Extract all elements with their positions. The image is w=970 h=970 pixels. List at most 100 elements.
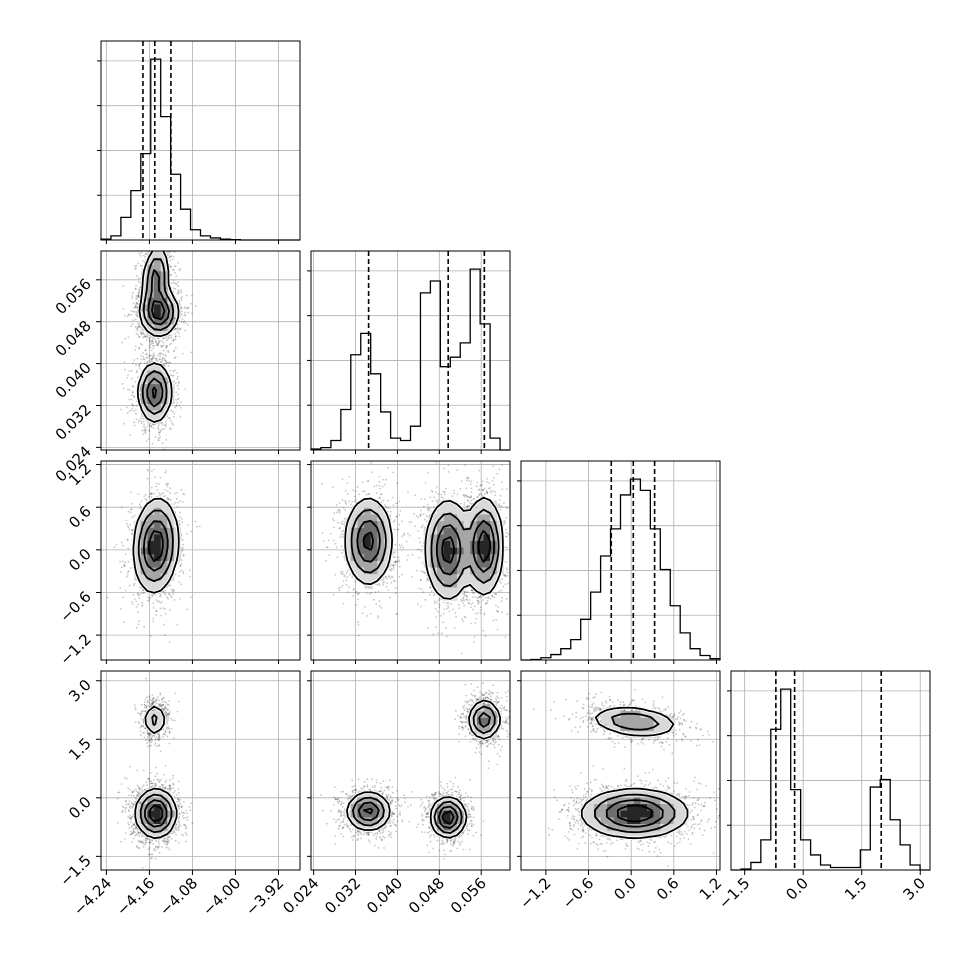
scatter-point — [131, 529, 134, 531]
scatter-point — [179, 565, 182, 568]
scatter-point — [143, 423, 146, 426]
scatter-point — [152, 468, 155, 471]
scatter-point — [347, 569, 349, 572]
density-cell — [160, 390, 168, 398]
scatter-point — [144, 252, 147, 255]
scatter-point — [161, 244, 163, 246]
scatter-point — [180, 563, 183, 565]
scatter-point — [145, 353, 148, 356]
scatter-point — [180, 306, 183, 309]
scatter-point — [370, 471, 373, 474]
scatter-point — [155, 342, 158, 345]
scatter-point — [126, 538, 129, 541]
scatter-point — [133, 598, 136, 600]
density-cell — [154, 403, 162, 411]
scatter-point — [148, 599, 151, 602]
scatter-point — [175, 398, 177, 401]
scatter-point — [180, 299, 183, 301]
scatter-point — [178, 382, 180, 384]
density-cell — [140, 370, 148, 378]
histogram-step-1 — [310, 268, 510, 451]
scatter-point — [184, 306, 187, 309]
density-cell — [154, 310, 162, 318]
scatter-point — [159, 358, 162, 360]
scatter-point — [147, 469, 150, 472]
scatter-point — [194, 305, 197, 307]
scatter-point — [157, 340, 160, 343]
scatter-point — [115, 543, 118, 546]
scatter-point — [155, 243, 157, 245]
scatter-point — [138, 419, 141, 422]
scatter-point — [176, 372, 178, 374]
density-cell — [160, 533, 168, 541]
scatter-point — [143, 254, 145, 257]
scatter-point — [127, 547, 130, 549]
contour-line — [141, 258, 175, 415]
scatter-point — [159, 436, 162, 439]
scatter-point — [120, 571, 122, 573]
scatter-point — [179, 327, 182, 330]
scatter-point — [146, 425, 149, 427]
scatter-point — [141, 343, 143, 346]
scatter-point — [162, 228, 164, 230]
scatter-point — [162, 356, 164, 359]
density-cell — [134, 527, 142, 535]
scatter-point — [181, 318, 184, 321]
density-cell — [147, 403, 155, 411]
scatter-point — [126, 315, 129, 318]
density-cell — [154, 317, 162, 325]
scatter-point — [169, 428, 172, 430]
scatter-point — [148, 429, 151, 431]
scatter-point — [165, 469, 168, 472]
scatter-point — [183, 320, 186, 322]
density-cell — [147, 580, 155, 588]
scatter-point — [168, 246, 170, 248]
density-cell — [147, 264, 155, 272]
scatter-point — [137, 262, 140, 265]
scatter-point — [161, 422, 164, 424]
scatter-point — [138, 620, 140, 622]
scatter-point — [361, 612, 364, 615]
scatter-point — [125, 519, 128, 522]
scatter-point — [184, 313, 187, 316]
scatter-point — [344, 489, 347, 492]
scatter-point — [378, 484, 381, 487]
scatter-point — [336, 511, 338, 514]
scatter-point — [157, 354, 159, 357]
scatter-point — [148, 344, 151, 347]
density-cell — [140, 573, 148, 581]
scatter-point — [186, 307, 189, 310]
scatter-point — [169, 487, 172, 490]
scatter-point — [172, 287, 175, 290]
scatter-point — [140, 333, 143, 336]
scatter-point — [139, 417, 142, 420]
scatter-point — [155, 341, 157, 343]
scatter-point — [138, 336, 140, 338]
scatter-point — [153, 354, 156, 357]
scatter-point — [153, 345, 156, 347]
scatter-point — [136, 313, 138, 316]
scatter-point — [128, 528, 131, 531]
scatter-point — [169, 492, 172, 494]
scatter-point — [152, 347, 155, 350]
scatter-point — [168, 343, 171, 346]
density-cell — [154, 527, 162, 535]
scatter-point — [162, 237, 164, 239]
density-cell — [154, 370, 162, 378]
scatter-point — [133, 396, 136, 398]
scatter-point — [137, 277, 140, 280]
scatter-point — [162, 225, 164, 227]
scatter-point — [165, 339, 168, 342]
scatter-point — [178, 299, 181, 302]
scatter-point — [168, 592, 171, 595]
scatter-point — [130, 508, 132, 511]
scatter-point — [166, 246, 168, 248]
scatter-point — [134, 305, 137, 308]
scatter-point — [135, 600, 138, 603]
scatter-point — [170, 246, 172, 248]
scatter-point — [390, 567, 393, 570]
scatter-point — [135, 626, 138, 629]
scatter-point — [122, 621, 125, 623]
scatter-point — [167, 361, 169, 364]
